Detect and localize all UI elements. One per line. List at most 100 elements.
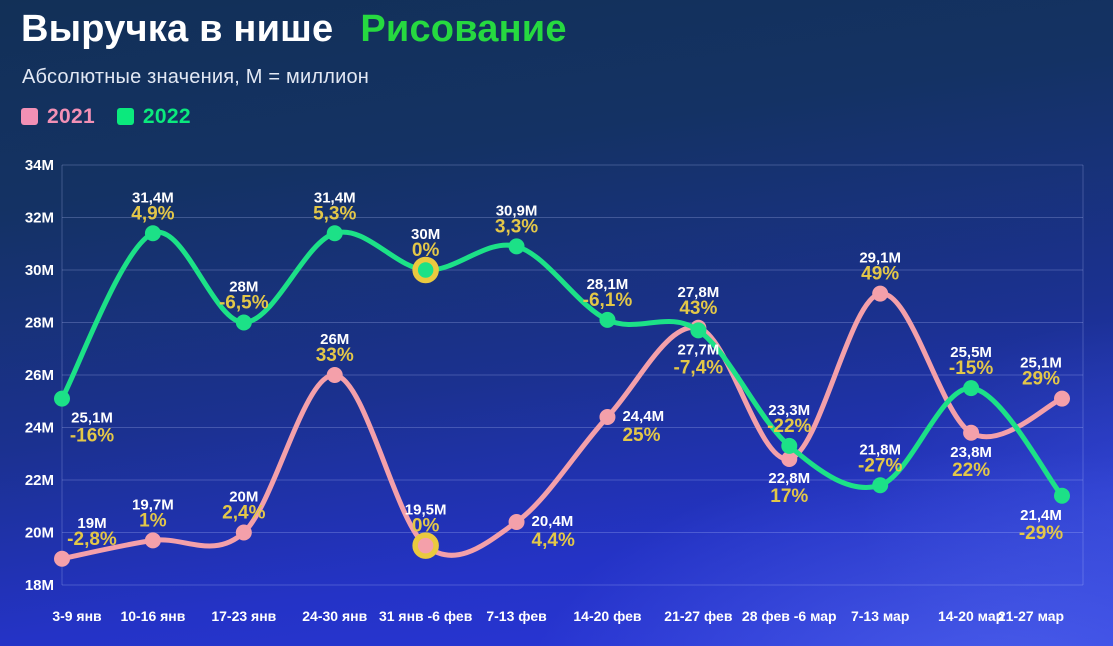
title-niche-name: Рисование <box>360 8 567 50</box>
y-tick-label: 30M <box>25 262 54 279</box>
data-point-2022[interactable] <box>326 225 343 242</box>
value-label: 30,9M <box>496 202 538 219</box>
highlighted-data-point-2021[interactable] <box>412 532 439 559</box>
series-2021 <box>54 285 1070 567</box>
data-point-2021[interactable] <box>872 285 889 302</box>
percent-label: -6,5% <box>219 293 269 314</box>
data-point-2021[interactable] <box>54 550 70 567</box>
percent-label: -22% <box>767 416 811 437</box>
value-label: 23,8M <box>950 444 992 461</box>
data-point-2021[interactable] <box>144 532 161 549</box>
percent-label: -29% <box>1019 523 1063 544</box>
x-tick-label: 24-30 янв <box>302 608 367 624</box>
data-point-2022[interactable] <box>1054 487 1070 504</box>
percent-label: 22% <box>952 460 990 481</box>
x-tick-label: 31 янв -6 фев <box>379 608 473 624</box>
value-label: 28,1M <box>587 276 629 293</box>
percent-label: 43% <box>679 298 717 319</box>
value-label: 28M <box>229 279 258 296</box>
value-label: 21,8M <box>859 441 901 458</box>
data-point-2022[interactable] <box>508 238 525 255</box>
value-label: 22,8M <box>768 470 810 487</box>
x-tick-label: 14-20 фев <box>573 608 642 624</box>
y-tick-label: 26M <box>25 367 54 384</box>
value-label: 19M <box>77 515 106 532</box>
x-tick-label: 7-13 фев <box>486 608 547 624</box>
percent-label: -7,4% <box>674 357 724 378</box>
data-point-2021[interactable] <box>963 424 980 441</box>
percent-label: 2,4% <box>222 503 265 524</box>
series-2022 <box>54 225 1070 504</box>
legend-swatch-2021 <box>21 108 38 126</box>
data-point-2021[interactable] <box>326 367 343 383</box>
value-label: 26M <box>320 331 349 348</box>
data-point-2021[interactable] <box>599 409 616 425</box>
data-point-2022[interactable] <box>54 390 70 407</box>
y-tick-label: 18M <box>25 577 54 594</box>
value-label: 23,3M <box>768 402 810 419</box>
x-axis: 3-9 янв 10-16 янв 17-23 янв 24-30 янв 31 янв… <box>52 608 1064 624</box>
data-point-2022[interactable] <box>599 311 616 328</box>
percent-label: -2,8% <box>67 529 117 550</box>
data-point-2022[interactable] <box>872 477 889 494</box>
percent-label: 5,3% <box>313 203 356 224</box>
data-point-2022[interactable] <box>963 380 980 397</box>
x-tick-label: 21-27 фев <box>664 608 733 624</box>
y-tick-label: 20M <box>25 525 54 542</box>
data-point-2022[interactable] <box>235 314 252 331</box>
data-point-2022[interactable] <box>690 322 707 339</box>
percent-label: -6,1% <box>583 290 633 311</box>
value-label: 27,8M <box>678 284 720 301</box>
value-label: 31,4M <box>132 189 174 206</box>
data-point-2021[interactable] <box>235 524 252 541</box>
value-label: 30M <box>411 226 440 243</box>
x-tick-label: 10-16 янв <box>120 608 185 624</box>
value-label: 25,1M <box>71 410 113 427</box>
y-tick-label: 24M <box>25 420 54 437</box>
grid: 18M 20M 22M 24M 26M 28M 30M 32M 34M <box>25 157 1084 594</box>
legend-item-2021[interactable]: 2021 <box>21 105 95 129</box>
percent-label: 29% <box>1022 369 1060 390</box>
data-point-2021[interactable] <box>508 514 525 530</box>
percent-label: 0% <box>412 240 440 261</box>
data-point-2021[interactable] <box>1054 390 1070 407</box>
percent-label: 4,9% <box>131 203 174 224</box>
legend-label: 2021 <box>47 104 95 128</box>
data-point-2022[interactable] <box>144 225 161 242</box>
value-label: 21,4M <box>1020 507 1062 524</box>
percent-label: -27% <box>858 455 902 476</box>
title-prefix: Выручка в нише <box>21 8 334 50</box>
percent-label: 0% <box>412 516 440 537</box>
x-tick-label: 28 фев -6 мар <box>742 608 837 624</box>
percent-label: 1% <box>139 510 167 531</box>
x-tick-label: 7-13 мар <box>851 608 909 624</box>
value-label: 19,7M <box>132 496 174 513</box>
percent-label: -15% <box>949 358 993 379</box>
data-point-2021[interactable] <box>781 451 798 467</box>
legend-item-2022[interactable]: 2022 <box>116 105 191 129</box>
y-tick-label: 28M <box>25 315 54 332</box>
x-tick-label: 17-23 янв <box>211 608 276 624</box>
percent-label: -16% <box>70 426 114 447</box>
percent-label: 3,3% <box>495 216 538 237</box>
value-label: 25,1M <box>1020 355 1062 372</box>
subtitle: Абсолютные значения, M = миллион <box>22 65 370 88</box>
value-label: 24,4M <box>622 408 664 425</box>
value-label: 20,4M <box>532 513 574 530</box>
legend-swatch-2022 <box>116 108 134 126</box>
y-tick-label: 22M <box>25 472 54 489</box>
value-label: 27,7M <box>678 341 720 358</box>
y-tick-label: 34M <box>25 157 54 174</box>
chart-header: Выручка в нише Рисование Абсолютные значе… <box>21 8 567 129</box>
page-title: Выручка в нише Рисование <box>21 8 567 52</box>
data-point-2022[interactable] <box>781 437 798 454</box>
percent-label: 25% <box>622 425 660 446</box>
value-label: 20M <box>229 489 258 506</box>
percent-label: 4,4% <box>532 530 575 551</box>
percent-label: 49% <box>861 264 899 285</box>
highlighted-data-point-2022[interactable] <box>412 256 439 284</box>
percent-label: 17% <box>770 486 808 507</box>
